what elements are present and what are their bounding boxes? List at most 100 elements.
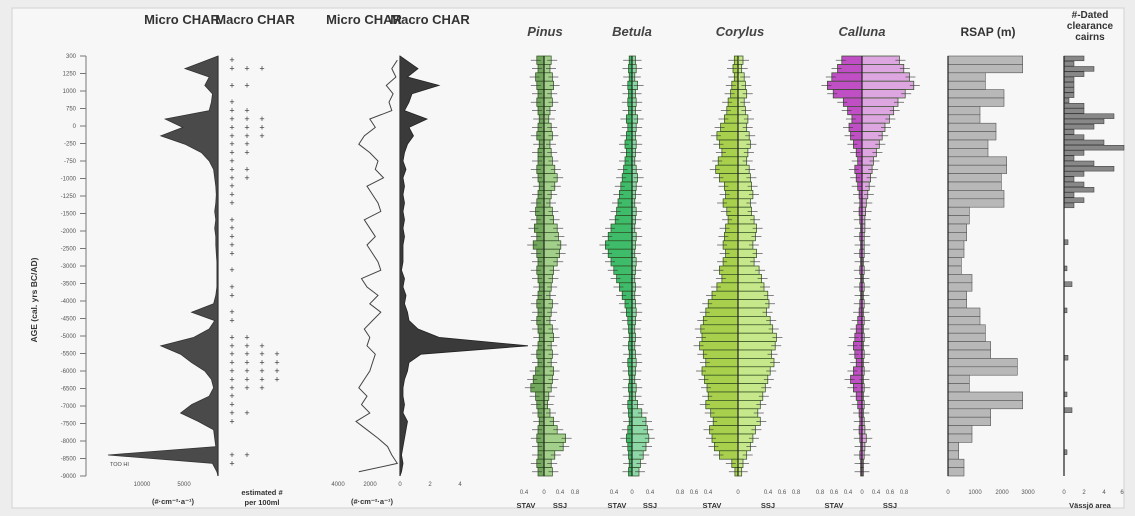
y-axis-label: AGE (cal. yrs BC/AD) [29, 257, 39, 342]
cairn-bar [1063, 124, 1095, 130]
ssj-bar [737, 307, 767, 317]
macro-char-marker: + [244, 383, 249, 393]
macro-char-marker: + [274, 366, 279, 376]
macro-char-marker: + [229, 190, 234, 200]
cairn-bar [1063, 82, 1075, 88]
x-tick-label: 0 [1062, 490, 1066, 496]
rsap-bar [947, 450, 959, 460]
rsap-bar [947, 442, 959, 452]
macro-char-marker: + [274, 374, 279, 384]
x-tick-label: 0.8 [900, 490, 909, 496]
x-tick-label: 4 [1102, 490, 1106, 496]
stav-bar [705, 400, 739, 410]
macro-char-marker: + [229, 450, 234, 460]
y-tick-label: 750 [66, 107, 77, 113]
macro-char-marker: + [229, 131, 234, 141]
rsap-bar [947, 467, 965, 477]
ssj-bar [861, 114, 890, 124]
footer-corylus-ssj: SSJ [761, 501, 775, 510]
macro-char-marker: + [244, 122, 249, 132]
x-tick-label: 0.4 [610, 490, 619, 496]
macro-char-marker: + [229, 122, 234, 132]
x-tick-label: 3000 [1021, 490, 1035, 496]
ssj-bar [737, 366, 771, 376]
rsap-bar [947, 391, 1023, 401]
header-corylus: Corylus [716, 24, 764, 39]
macro-char-marker: + [259, 374, 264, 384]
macro-char-marker: + [244, 164, 249, 174]
micro-char-line [355, 59, 399, 473]
rsap-bar [947, 181, 1002, 191]
macro-char-marker: + [229, 181, 234, 191]
ssj-bar [737, 358, 775, 368]
x-tick-label: 0.8 [676, 490, 685, 496]
y-tick-label: -2500 [61, 247, 77, 253]
y-tick-label: -1250 [61, 194, 77, 200]
y-tick-label: 0 [73, 124, 77, 130]
cairn-bar [1063, 134, 1085, 140]
macro-char-marker: + [229, 114, 234, 124]
macro-char-marker: + [244, 349, 249, 359]
rsap-bar [947, 240, 965, 250]
rsap-bar [947, 341, 992, 351]
cairn-bar [1063, 108, 1085, 114]
y-tick-label: -8000 [61, 439, 77, 445]
macro-char-marker: + [229, 55, 234, 65]
macro-char-marker: + [229, 248, 234, 258]
rsap-bar [947, 248, 965, 258]
macro-char-marker: + [274, 349, 279, 359]
rsap-bar [947, 223, 968, 233]
rsap-bar [947, 366, 1018, 376]
macro-char-marker: + [229, 80, 234, 90]
header-pinus: Pinus [527, 24, 562, 39]
macro-char-marker: + [244, 64, 249, 74]
x-tick-label: 0.8 [571, 490, 580, 496]
ssj-bar [861, 106, 895, 116]
macro-char-marker: + [244, 131, 249, 141]
rsap-bar [947, 139, 989, 149]
x-tick-label: 0 [398, 482, 402, 488]
macro-char-marker: + [229, 374, 234, 384]
macro-char-marker: + [229, 173, 234, 183]
stav-bar [702, 349, 739, 359]
macro-char-marker: + [244, 114, 249, 124]
cairn-bar [1063, 176, 1075, 182]
macro-char-marker: + [229, 97, 234, 107]
rsap-bar [947, 55, 1023, 65]
cairn-bar [1063, 55, 1085, 62]
footer-vassjo: Vässjö area [1069, 501, 1112, 510]
micro-char-silhouette [107, 55, 219, 477]
cairn-bar [1063, 71, 1085, 77]
header-rsap: RSAP (m) [960, 25, 1015, 39]
rsap-bar [947, 282, 973, 292]
cairn-bar [1063, 113, 1115, 119]
y-tick-label: -1500 [61, 212, 77, 218]
cairn-bar [1063, 87, 1075, 93]
annotation-label: TOO HI [110, 462, 129, 468]
ssj-bar [861, 55, 900, 65]
header-micro-char-1: Micro CHAR [144, 12, 220, 27]
rsap-bar [947, 324, 986, 334]
stav-bar [832, 89, 863, 99]
rsap-bar [947, 164, 1008, 174]
ssj-bar [737, 341, 776, 351]
rsap-bar [947, 458, 965, 468]
stav-bar [700, 324, 739, 334]
rsap-bar [947, 332, 986, 342]
cairn-bar [1063, 407, 1073, 413]
stav-bar [701, 332, 739, 342]
rsap-bar [947, 232, 968, 242]
x-tick-label: 5000 [177, 482, 191, 488]
rsap-bar [947, 299, 968, 309]
ssj-bar [861, 89, 906, 99]
rsap-bar [947, 131, 997, 141]
macro-char-marker: + [229, 366, 234, 376]
cairn-bar [1063, 145, 1125, 151]
header-betula: Betula [612, 24, 652, 39]
macro-char-marker: + [229, 391, 234, 401]
rsap-bar [947, 400, 1023, 410]
rsap-bar [947, 72, 986, 82]
macro-char-marker: + [244, 148, 249, 158]
cairn-bar [1063, 139, 1105, 146]
cairn-bar [1063, 103, 1085, 109]
